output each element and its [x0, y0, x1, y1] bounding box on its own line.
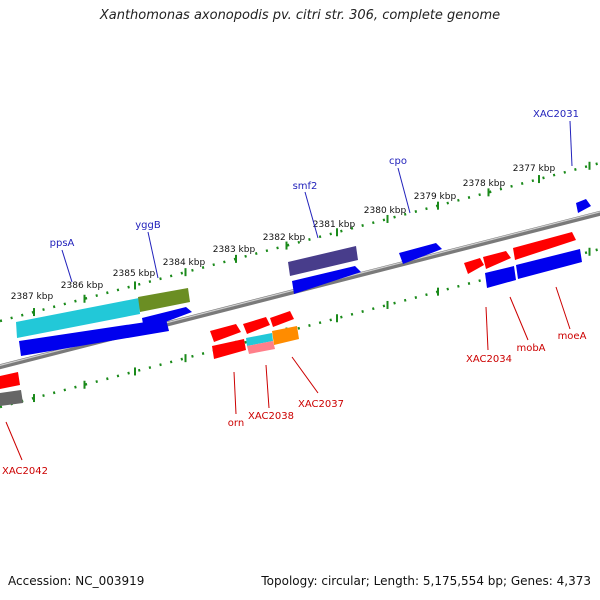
gene-label-moba[interactable]: mobA — [516, 343, 545, 354]
gene-feature-olive[interactable] — [138, 288, 190, 312]
gene-leader-line — [265, 364, 270, 409]
gene-label-cpo[interactable]: cpo — [389, 156, 407, 167]
gene-feature-red[interactable] — [243, 317, 270, 334]
gene-feature-purple[interactable] — [288, 246, 358, 276]
kbp-label: 2377 kbp — [513, 164, 556, 174]
gene-label-yggb[interactable]: yggB — [135, 220, 161, 231]
gene-feature-cyan[interactable] — [246, 333, 273, 346]
kbp-label: 2380 kbp — [364, 206, 407, 216]
kbp-label: 2385 kbp — [113, 269, 156, 279]
genome-title: Xanthomonas axonopodis pv. citri str. 30… — [99, 8, 501, 23]
kbp-label: 2379 kbp — [414, 192, 457, 202]
gene-feature-gray[interactable] — [0, 390, 23, 406]
gene-label-ppsa[interactable]: ppsA — [50, 238, 75, 249]
kbp-label: 2386 kbp — [61, 281, 104, 291]
gene-leader-line — [304, 191, 319, 239]
upper-tick-track — [0, 161, 600, 323]
gene-feature-pink[interactable] — [247, 341, 275, 354]
gene-feature-red[interactable] — [483, 251, 511, 269]
kbp-label: 2383 kbp — [213, 245, 256, 255]
gene-feature-blue[interactable] — [576, 199, 591, 213]
gene-label-xac2031[interactable]: XAC2031 — [533, 109, 579, 120]
gene-leader-line — [5, 421, 23, 461]
gene-feature-blue[interactable] — [516, 249, 582, 279]
kbp-label: 2382 kbp — [263, 233, 306, 243]
gene-feature-red[interactable] — [513, 232, 576, 260]
gene-label-smf2[interactable]: smf2 — [293, 181, 318, 192]
gene-label-xac2037[interactable]: XAC2037 — [298, 399, 344, 410]
gene-feature-red[interactable] — [0, 372, 20, 389]
gene-leader-line — [61, 249, 73, 283]
gene-feature-red[interactable] — [210, 324, 241, 342]
accession-text: Accession: NC_003919 — [8, 574, 145, 588]
gene-label-xac2034[interactable]: XAC2034 — [466, 354, 512, 365]
gene-feature-blue[interactable] — [399, 243, 442, 264]
gene-feature-red[interactable] — [212, 339, 246, 359]
gene-feature-blue[interactable] — [19, 319, 169, 356]
gene-leader-line — [569, 120, 573, 167]
gene-leader-line — [147, 231, 159, 279]
kbp-label: 2381 kbp — [313, 220, 356, 230]
gene-feature-blue[interactable] — [485, 266, 516, 288]
genome-summary-text: Topology: circular; Length: 5,175,554 bp… — [261, 574, 591, 588]
gene-feature-orange[interactable] — [272, 326, 299, 345]
gene-feature-cyan[interactable] — [16, 298, 140, 338]
gene-feature-red[interactable] — [270, 311, 294, 327]
gene-feature-blue[interactable] — [142, 307, 192, 330]
gene-label-xac2038[interactable]: XAC2038 — [248, 411, 294, 422]
gene-label-xac2042[interactable]: XAC2042 — [2, 466, 48, 477]
gene-leader-line — [233, 371, 237, 415]
gene-label-moea[interactable]: moeA — [558, 331, 587, 342]
gene-leader-line — [291, 356, 319, 394]
kbp-label: 2384 kbp — [163, 258, 206, 268]
gene-leader-line — [485, 306, 489, 351]
gene-label-orn[interactable]: orn — [228, 418, 244, 429]
kbp-label: 2387 kbp — [11, 292, 54, 302]
gene-leader-line — [509, 296, 529, 341]
gene-leader-line — [397, 167, 411, 214]
gene-leader-line — [555, 286, 571, 330]
gene-feature-red[interactable] — [464, 258, 484, 274]
gene-feature-blue[interactable] — [292, 266, 361, 294]
kbp-label: 2378 kbp — [463, 179, 506, 189]
